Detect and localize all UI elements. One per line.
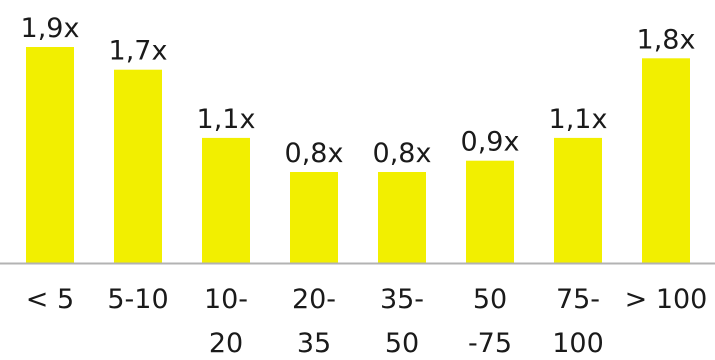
category-label-4-line-1: 50 — [385, 328, 419, 359]
value-label-0: 1,9x — [21, 13, 80, 44]
bar-4 — [378, 172, 426, 263]
value-label-6: 1,1x — [549, 104, 608, 135]
value-label-7: 1,8x — [637, 24, 696, 55]
category-label-4-line-0: 35- — [380, 284, 424, 315]
category-label-3-line-0: 20- — [292, 284, 336, 315]
category-label-7-line-0: > 100 — [625, 284, 708, 315]
value-label-5: 0,9x — [461, 127, 520, 158]
value-label-4: 0,8x — [373, 138, 432, 169]
category-labels-layer: < 5 5-10 10- 20 20- 35 35- 50 50 -75 75- 100 > 100 — [26, 284, 708, 359]
category-label-2-line-1: 20 — [209, 328, 243, 359]
bar-5 — [466, 160, 514, 263]
bar-3 — [290, 172, 338, 263]
value-label-1: 1,7x — [109, 36, 168, 67]
bar-0 — [26, 47, 74, 263]
value-labels-layer: 1,9x 1,7x 1,1x 0,8x 0,8x 0,9x 1,1x 1,8x — [21, 13, 696, 169]
category-label-6-line-0: 75- — [556, 284, 600, 315]
category-label-1-line-0: 5-10 — [107, 284, 168, 315]
value-label-3: 0,8x — [285, 138, 344, 169]
category-label-5-line-1: -75 — [468, 328, 512, 359]
value-label-2: 1,1x — [197, 104, 256, 135]
bars-layer — [26, 47, 690, 263]
category-label-0-line-0: < 5 — [26, 284, 74, 315]
bar-2 — [202, 137, 250, 263]
bar-1 — [114, 69, 162, 263]
category-label-2-line-0: 10- — [204, 284, 248, 315]
category-label-5-line-0: 50 — [473, 284, 507, 315]
bar-7 — [642, 58, 690, 263]
category-label-6-line-1: 100 — [552, 328, 604, 359]
bar-6 — [554, 137, 602, 263]
category-label-3-line-1: 35 — [297, 328, 331, 359]
